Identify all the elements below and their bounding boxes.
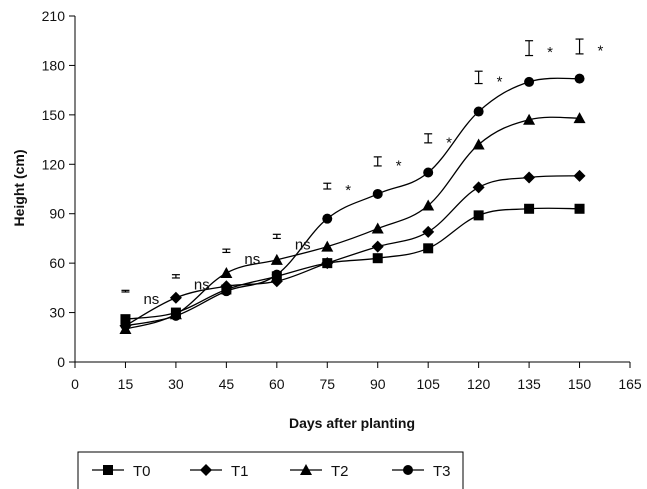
y-tick-label: 60 <box>49 255 65 271</box>
series-line-t0 <box>125 207 580 320</box>
series-line-t2 <box>125 116 580 330</box>
y-axis-ticks: 0 30 60 90 120 150 180 210 <box>42 8 75 370</box>
significance-marker: * <box>474 70 503 90</box>
significance-annotations: ns ns ns ns * * * * * * <box>121 38 604 308</box>
legend-marker <box>403 465 413 475</box>
significance-marker: ns <box>121 289 159 308</box>
x-tick-label: 75 <box>319 376 335 392</box>
significance-label: ns <box>143 291 159 308</box>
legend-item-t1: T1 <box>190 463 249 480</box>
significance-label: * <box>446 134 452 151</box>
legend-item-t0: T0 <box>92 463 151 480</box>
data-point-t2 <box>371 222 384 234</box>
data-point-t1 <box>422 225 435 238</box>
significance-marker: ns <box>171 274 210 293</box>
x-tick-label: 60 <box>269 376 285 392</box>
data-point-t1 <box>523 171 536 184</box>
data-point-t3 <box>170 310 181 321</box>
data-point-t1 <box>169 291 182 304</box>
series-line-t3 <box>125 77 580 327</box>
data-point-t3 <box>120 320 131 331</box>
data-point-t1 <box>472 181 485 194</box>
x-tick-label: 0 <box>71 376 79 392</box>
data-point-t2 <box>321 240 334 252</box>
data-point-t0 <box>574 203 585 214</box>
data-point-t3 <box>271 269 282 280</box>
x-tick-label: 90 <box>370 376 386 392</box>
significance-label: * <box>598 42 604 59</box>
legend-marker <box>200 464 212 476</box>
data-point-t2 <box>573 112 586 124</box>
significance-marker: * <box>424 133 452 151</box>
y-tick-label: 0 <box>57 354 65 370</box>
x-tick-label: 15 <box>118 376 134 392</box>
series-t2 <box>119 112 586 335</box>
y-tick-label: 120 <box>42 156 66 172</box>
significance-label: * <box>396 157 402 174</box>
significance-label: ns <box>244 251 260 268</box>
series-group <box>119 73 586 335</box>
y-tick-label: 150 <box>42 107 66 123</box>
significance-marker: * <box>373 156 402 174</box>
data-point-t0 <box>524 203 535 214</box>
legend-marker <box>103 465 113 475</box>
data-point-t1 <box>321 257 334 270</box>
data-point-t2 <box>472 138 485 150</box>
legend-label: T2 <box>331 463 349 480</box>
data-point-t1 <box>371 240 384 253</box>
legend-label: T3 <box>433 463 451 480</box>
series-t0 <box>120 203 585 325</box>
data-point-t3 <box>423 167 434 178</box>
legend-item-t3: T3 <box>392 463 451 480</box>
data-point-t0 <box>372 253 383 264</box>
data-point-t0 <box>473 210 484 221</box>
y-tick-label: 210 <box>42 8 66 24</box>
data-point-t0 <box>423 243 434 254</box>
significance-marker: * <box>525 40 553 61</box>
significance-marker: ns <box>222 248 260 268</box>
legend: T0 T1 T2 T3 <box>77 451 464 489</box>
x-tick-label: 165 <box>618 376 642 392</box>
significance-label: ns <box>295 236 311 253</box>
significance-marker: ns <box>272 233 311 253</box>
legend-item-t2: T2 <box>290 463 349 480</box>
x-tick-label: 120 <box>467 376 491 392</box>
y-tick-label: 30 <box>49 305 65 321</box>
data-point-t3 <box>524 76 535 87</box>
y-axis-title: Height (cm) <box>11 150 27 227</box>
x-tick-label: 135 <box>517 376 541 392</box>
significance-label: * <box>547 44 553 61</box>
significance-label: * <box>345 182 351 199</box>
axes <box>74 16 630 363</box>
x-tick-label: 45 <box>219 376 235 392</box>
x-axis-title: Days after planting <box>289 415 415 431</box>
significance-marker: * <box>323 182 351 199</box>
data-point-t2 <box>422 199 435 211</box>
data-point-t3 <box>322 213 333 224</box>
legend-label: T0 <box>133 463 151 480</box>
data-point-t3 <box>372 188 383 199</box>
x-tick-label: 150 <box>568 376 592 392</box>
y-tick-label: 180 <box>42 57 66 73</box>
data-point-t0 <box>120 314 131 325</box>
data-point-t2 <box>220 267 233 279</box>
legend-label: T1 <box>231 463 249 480</box>
y-tick-label: 90 <box>49 206 65 222</box>
x-tick-label: 30 <box>168 376 184 392</box>
x-tick-label: 105 <box>417 376 441 392</box>
data-point-t2 <box>523 113 536 125</box>
significance-marker: * <box>575 38 604 59</box>
legend-marker <box>300 464 312 475</box>
x-axis-ticks: 0 15 30 45 60 75 90 105 120 135 150 165 <box>71 362 642 392</box>
data-point-t1 <box>573 169 586 182</box>
significance-label: ns <box>194 276 210 293</box>
data-point-t3 <box>574 73 585 84</box>
data-point-t3 <box>221 286 232 297</box>
data-point-t2 <box>270 253 283 265</box>
series-line-t1 <box>125 175 580 327</box>
series-t3 <box>120 73 585 331</box>
data-point-t3 <box>473 106 484 117</box>
significance-label: * <box>497 73 503 90</box>
